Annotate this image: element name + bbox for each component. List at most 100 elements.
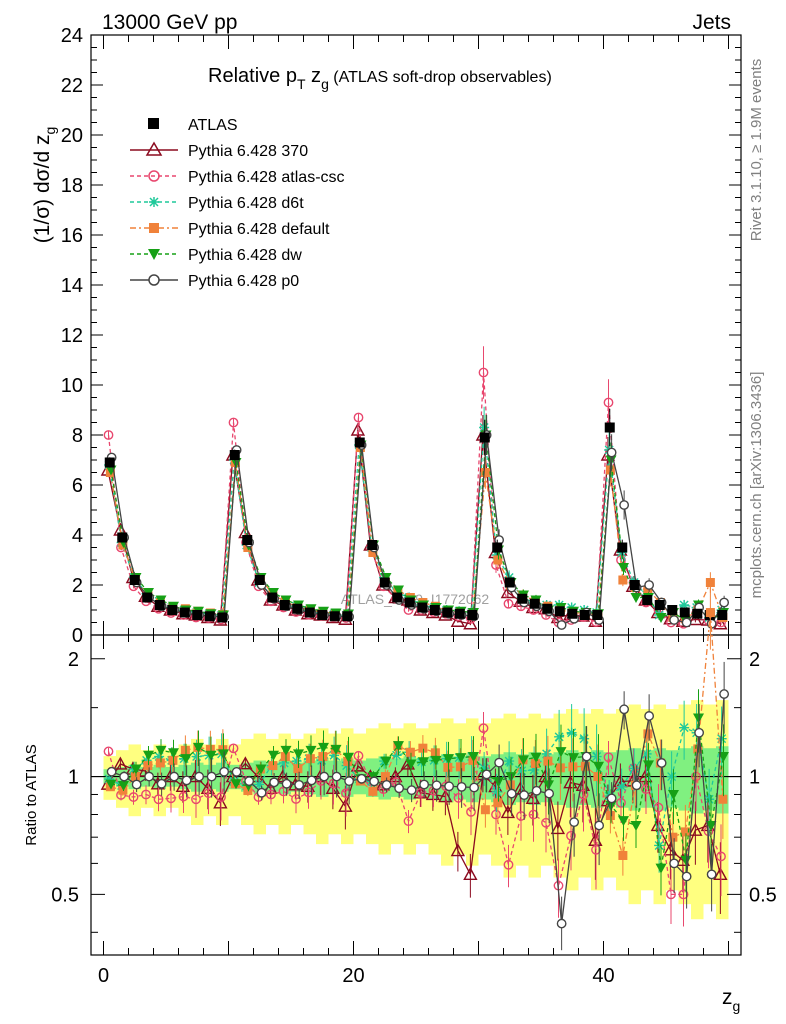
ratio-point (466, 806, 476, 817)
y-tick-label: 6 (72, 475, 83, 497)
ratio-point (418, 743, 428, 753)
atlas-point (304, 607, 315, 618)
ratio-point (130, 764, 142, 775)
ratio-point (168, 755, 178, 765)
ratio-point (456, 781, 467, 792)
ratio-point (566, 830, 576, 841)
ratio-point (178, 791, 189, 802)
ratio-point (266, 789, 276, 800)
ratio-point (656, 758, 667, 768)
data-point (478, 367, 489, 378)
ratio-point (193, 742, 204, 753)
ratio-point (554, 731, 565, 742)
ratio-point (544, 788, 555, 799)
ratio-point (255, 764, 267, 775)
legend-label-370: Pythia 6.428 370 (188, 143, 308, 160)
atlas-point (579, 610, 590, 620)
atlas-point (429, 605, 440, 615)
ratio-point (605, 811, 615, 821)
data-point (103, 430, 114, 440)
ratio-point (341, 788, 351, 799)
ratio-point (550, 821, 566, 835)
atlas-point (367, 540, 378, 550)
ratio-point (455, 762, 465, 772)
ratio-point (431, 780, 442, 791)
atlas-point (567, 608, 578, 619)
data-point (450, 613, 466, 627)
ratio-point (394, 783, 405, 794)
ratio-tick-label: 0.5 (51, 884, 79, 906)
y-tick-label: 8 (72, 425, 83, 447)
ratio-point (494, 757, 505, 768)
ratio-point (581, 751, 592, 762)
ratio-point (430, 748, 440, 758)
ratio-point (205, 744, 215, 754)
ratio-point (644, 711, 655, 721)
ratio-point (203, 788, 214, 799)
ratio-point (144, 771, 155, 782)
ratio-point (143, 750, 154, 761)
legend: ATLAS Pythia 6.428 370 Pythia 6.428 atla… (130, 117, 345, 290)
atlas-point (542, 603, 553, 614)
legend-label-dw: Pythia 6.428 dw (188, 247, 302, 264)
ratio-tick-label: 1 (68, 767, 79, 789)
ratio-point (693, 713, 704, 724)
ratio-point (280, 752, 290, 762)
ratio-point (478, 723, 489, 734)
main-series (100, 346, 730, 630)
ratio-point (481, 769, 492, 780)
energy-label: 13000 GeV pp (102, 11, 237, 34)
ratio-point (194, 771, 205, 782)
ratio-point (530, 758, 540, 768)
ratio-point (493, 798, 503, 808)
ratio-point (118, 785, 128, 795)
ratio-point (503, 859, 514, 870)
ratio-point (704, 794, 715, 805)
ratio-point (655, 863, 667, 874)
legend-label-default: Pythia 6.428 default (188, 221, 330, 238)
y-tick-label: 10 (61, 375, 83, 397)
ratio-point (291, 794, 301, 804)
ratio-point (591, 844, 601, 855)
ratio-point (516, 811, 526, 821)
ratio-point (443, 754, 454, 765)
atlas-point (117, 532, 128, 543)
ratio-point (228, 743, 239, 754)
legend-label-atlas-csc: Pythia 6.428 atlas-csc (188, 169, 345, 186)
data-point (353, 412, 364, 423)
ratio-axis-label: Ratio to ATLAS (23, 744, 40, 845)
ratio-point (131, 779, 142, 790)
atlas-point (392, 592, 403, 603)
ratio-tick-label-right: 2 (749, 649, 760, 671)
atlas-point (217, 612, 228, 623)
ratio-point (643, 729, 653, 739)
atlas-point (454, 608, 465, 619)
ratio-point (293, 764, 303, 774)
ratio-point (356, 773, 367, 784)
atlas-point (329, 611, 340, 622)
ratio-band-stat (678, 748, 691, 811)
ratio-point (303, 787, 314, 798)
ratio-point (141, 789, 151, 800)
ratio-point (331, 771, 342, 782)
data-point (630, 593, 642, 603)
data-point (503, 598, 514, 609)
atlas-point (504, 577, 515, 588)
ratio-point (450, 843, 466, 857)
ratio-band-stat (553, 752, 566, 805)
atlas-point (104, 457, 115, 468)
ratio-point (268, 761, 278, 771)
ratio-point (716, 851, 726, 862)
ratio-point (528, 809, 539, 820)
data-point (556, 620, 567, 630)
ratio-point (593, 772, 603, 782)
ratio-point (529, 764, 540, 775)
atlas-point (642, 595, 653, 605)
atlas-point (229, 450, 240, 460)
ratio-point (606, 793, 617, 804)
legend-entry-d6t: Pythia 6.428 d6t (130, 195, 304, 212)
atlas-point (692, 608, 703, 619)
ratio-point (591, 751, 602, 762)
y-tick-label: 18 (61, 175, 83, 197)
